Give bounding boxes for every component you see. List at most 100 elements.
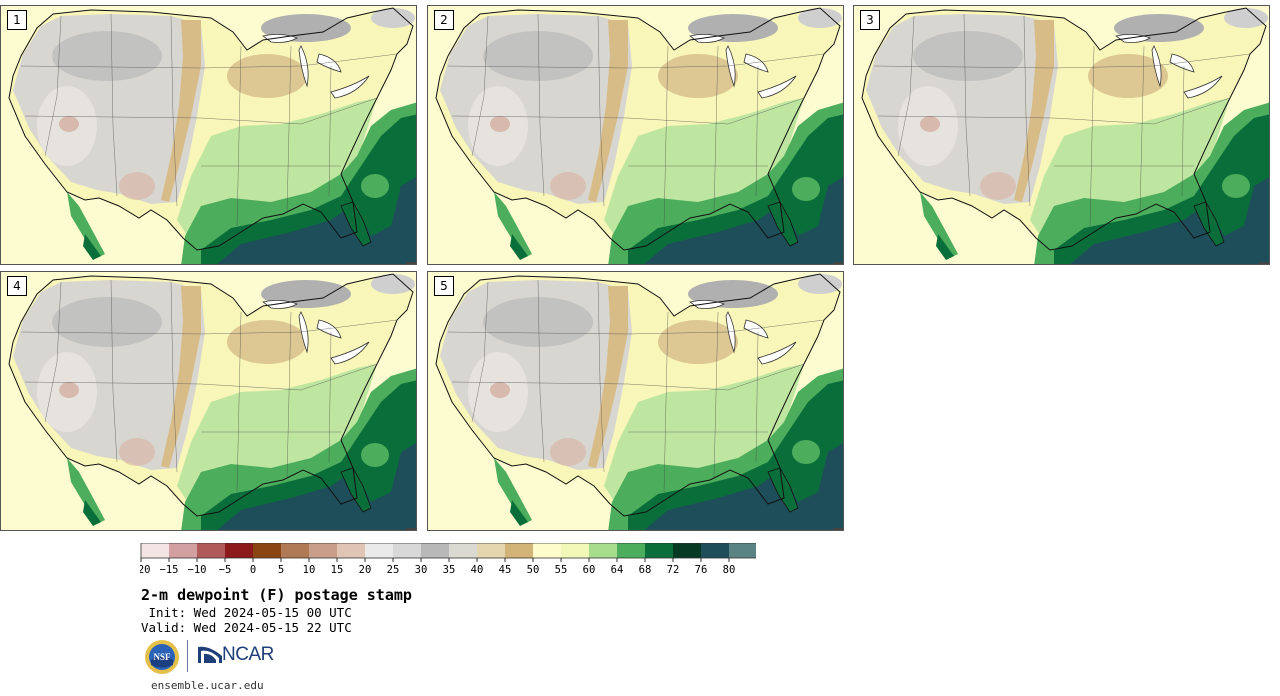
colorbar: −20 −15 −10 −5 0 5 10 15 20 25 30 35 40 45 50 55 60 64 68 7… <box>140 543 756 576</box>
state-border <box>286 311 292 479</box>
state-border <box>1181 65 1185 197</box>
colorbar-tick-label: 10 <box>303 564 316 576</box>
colorbar-tick-label: 30 <box>415 564 428 576</box>
state-border <box>328 331 332 463</box>
state-border <box>451 115 629 119</box>
dry-north <box>371 8 415 28</box>
colorbar-swatch <box>729 543 756 558</box>
colorbar-tick-label: −10 <box>188 564 207 576</box>
init-time: Init: Wed 2024-05-15 00 UTC <box>141 605 352 620</box>
state-border <box>1023 15 1031 207</box>
very-dry-spot <box>550 172 586 200</box>
tan-region <box>1088 54 1168 98</box>
colorbar-swatch <box>701 543 729 558</box>
baja-very-moist <box>936 234 954 260</box>
state-border <box>963 13 971 197</box>
colorbar-swatch <box>477 543 505 558</box>
state-border <box>627 363 805 391</box>
very-dry-spot <box>980 172 1016 200</box>
panel-number: 1 <box>7 10 27 30</box>
state-border <box>663 45 669 227</box>
state-border <box>110 279 118 463</box>
state-border <box>447 65 629 69</box>
colorbar-tick-label: 35 <box>443 564 456 576</box>
colorbar-tick-label: 55 <box>555 564 568 576</box>
state-border <box>200 97 378 125</box>
state-border <box>200 53 398 69</box>
scale-mark <box>406 528 416 530</box>
colorbar-tick-label: 60 <box>583 564 596 576</box>
state-border <box>627 53 825 69</box>
colorbar-swatch <box>505 543 533 558</box>
state-border <box>20 331 202 335</box>
colorbar-swatch <box>365 543 393 558</box>
state-border <box>200 363 378 391</box>
panel-1: 1 <box>0 5 417 265</box>
colorbar-tick-label: 72 <box>667 564 680 576</box>
website-label: ensemble.ucar.edu <box>151 679 264 692</box>
state-border <box>713 311 719 479</box>
state-border <box>1053 53 1251 69</box>
very-dry-spot <box>119 172 155 200</box>
colorbar-swatch <box>281 543 309 558</box>
baja-moist <box>494 192 532 258</box>
tan-region <box>658 320 738 364</box>
coastline <box>435 7 841 251</box>
state-border <box>1089 45 1095 227</box>
colorbar-swatch <box>309 543 337 558</box>
state-border <box>873 65 1055 69</box>
tan-region <box>227 320 307 364</box>
state-border <box>537 13 545 197</box>
panel-2: 2 <box>427 5 844 265</box>
very-dry-spot <box>59 116 79 132</box>
baja-moist <box>67 458 105 524</box>
baja-moist <box>67 192 105 258</box>
tan-band <box>588 286 628 468</box>
very-dry-spot <box>490 382 510 398</box>
tan-band <box>1014 20 1054 202</box>
very-dry-spot <box>490 116 510 132</box>
dry-region <box>52 31 162 81</box>
state-border <box>110 13 118 197</box>
moist-spot <box>792 177 820 201</box>
valid-time: Valid: Wed 2024-05-15 22 UTC <box>141 620 352 635</box>
tan-band <box>161 20 201 202</box>
colorbar-tick-label: 80 <box>723 564 736 576</box>
state-border <box>1053 97 1231 125</box>
colorbar-tick-label: 5 <box>278 564 284 576</box>
colorbar-tick-label: 76 <box>695 564 708 576</box>
state-border <box>44 281 62 423</box>
tan-region <box>227 54 307 98</box>
great-lakes <box>262 34 370 99</box>
panel-4: 4 <box>0 271 417 531</box>
logo-divider <box>187 640 188 672</box>
great-lakes <box>689 34 797 99</box>
scale-mark <box>833 262 843 264</box>
colorbar-tick-label: −15 <box>160 564 179 576</box>
colorbar-tick-label: 45 <box>499 564 512 576</box>
state-border <box>451 381 629 385</box>
colorbar-tick-label: 64 <box>611 564 624 576</box>
panel-number: 4 <box>7 276 27 296</box>
state-border <box>24 115 202 119</box>
very-dry-spot <box>920 116 940 132</box>
page-title: 2-m dewpoint (F) postage stamp <box>141 586 412 604</box>
state-border <box>627 319 825 335</box>
colorbar-swatch <box>141 543 169 558</box>
moist-spot <box>792 440 820 464</box>
moist-spot <box>361 174 389 198</box>
dry-region <box>913 31 1023 81</box>
coastline <box>861 7 1267 251</box>
panel-number: 3 <box>860 10 880 30</box>
baja-moist <box>494 458 532 524</box>
state-border <box>236 45 242 227</box>
panel-5: 5 <box>427 271 844 531</box>
moist-spot <box>1222 174 1250 198</box>
colorbar-swatch <box>197 543 225 558</box>
scale-mark <box>1259 262 1269 264</box>
colorbar-swatch <box>617 543 645 558</box>
state-border <box>44 15 62 157</box>
very-dry-spot <box>59 382 79 398</box>
state-border <box>1139 45 1145 213</box>
very-dry-spot <box>550 438 586 466</box>
